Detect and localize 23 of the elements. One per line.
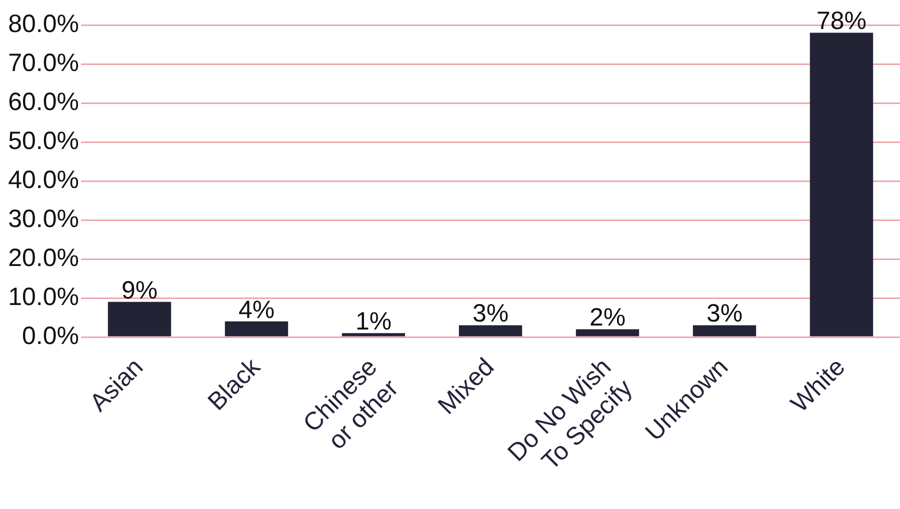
y-tick-label: 10.0% (8, 282, 79, 311)
y-tick-label: 20.0% (8, 244, 79, 272)
data-label: 9% (121, 276, 158, 304)
y-tick-label: 50.0% (8, 126, 79, 155)
data-label: 3% (706, 300, 743, 328)
data-label: 2% (589, 304, 626, 332)
bar (692, 325, 756, 336)
bar (576, 329, 640, 336)
y-tick-label: 30.0% (8, 204, 79, 233)
y-tick-label: 70.0% (8, 48, 79, 77)
data-label: 78% (816, 7, 867, 36)
bar (810, 32, 874, 336)
data-label: 3% (472, 300, 509, 328)
bar (342, 333, 406, 336)
bar (108, 302, 172, 336)
data-label: 4% (238, 296, 275, 324)
y-tick-label: 40.0% (8, 166, 79, 194)
bar (458, 325, 522, 336)
bar (224, 321, 288, 336)
y-tick-label: 80.0% (8, 10, 79, 38)
y-tick-label: 0.0% (22, 322, 79, 350)
y-tick-label: 60.0% (8, 88, 79, 116)
data-label: 1% (355, 307, 392, 336)
